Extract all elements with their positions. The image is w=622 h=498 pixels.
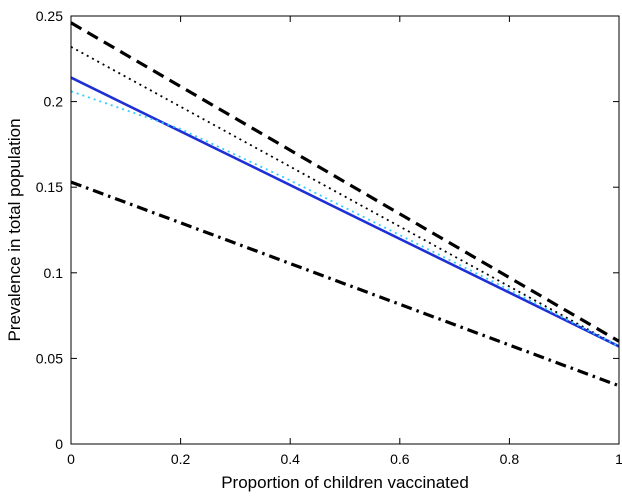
series-line-4: [70, 90, 620, 348]
y-tick-label: 0.05: [36, 350, 63, 366]
series-layer: [70, 21, 620, 388]
x-tick-label: 0.6: [390, 451, 410, 467]
x-tick-label: 0.4: [280, 451, 300, 467]
ticks-layer: 0 0.2 0.4 0.6 0.8 1 0 0.05 0.1 0.15 0.2 0.25: [36, 8, 622, 467]
series-line-1: [70, 21, 620, 343]
x-tick-label: 0: [67, 451, 75, 467]
x-axis-title: Proportion of children vaccinated: [221, 473, 469, 492]
series-line-2: [70, 46, 620, 348]
y-tick-label: 0.15: [36, 179, 63, 195]
y-tick-label: 0.2: [44, 94, 64, 110]
x-tick-label: 1: [615, 451, 622, 467]
plot-frame: [70, 15, 620, 445]
y-axis-title: Prevalence in total population: [5, 118, 24, 341]
x-tick-label: 0.2: [171, 451, 191, 467]
y-tick-label: 0: [55, 436, 63, 452]
y-tick-label: 0.25: [36, 8, 63, 24]
series-line-5: [70, 180, 620, 388]
x-tick-label: 0.8: [500, 451, 520, 467]
y-tick-label: 0.1: [44, 265, 64, 281]
